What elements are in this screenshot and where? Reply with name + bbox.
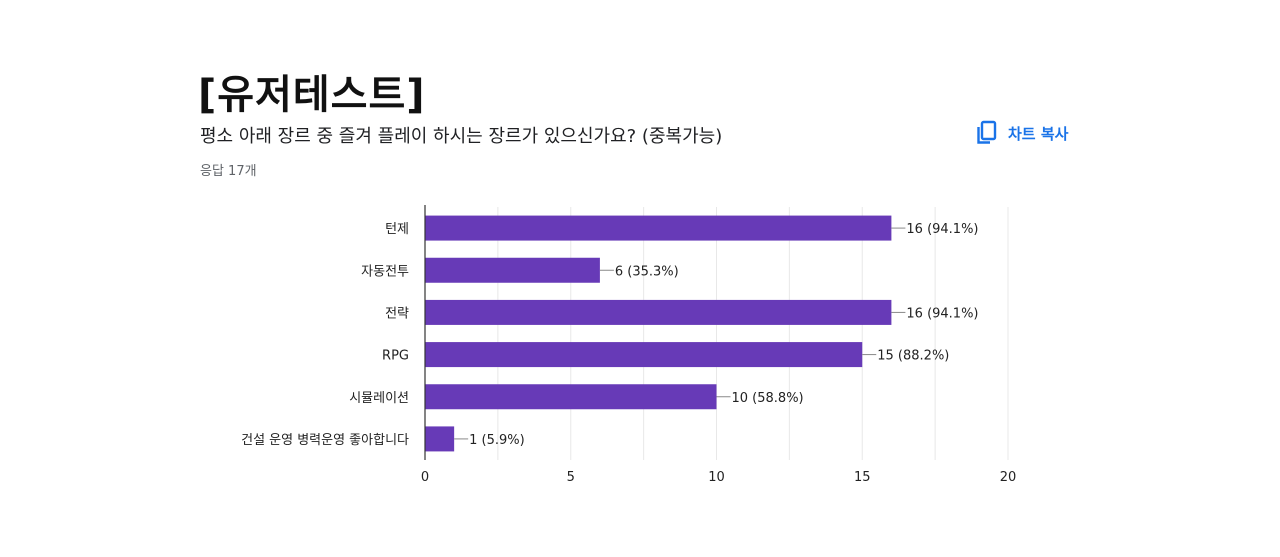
response-count: 응답 17개 [200, 164, 257, 179]
x-tick-label: 20 [1000, 470, 1017, 485]
bars: 16 (94.1%) 6 (35.3%) 16 (94.1%) 15 (88.2%) 1… [425, 215, 979, 452]
category-label: 전략 [385, 306, 409, 321]
copy-chart-label: 차트 복사 [1008, 124, 1069, 143]
category-label: 건설 운영 병력운영 좋아합니다 [241, 433, 409, 448]
x-tick-label: 15 [854, 470, 871, 485]
bar [425, 257, 600, 283]
category-label: RPG [382, 349, 409, 364]
copy-icon [976, 120, 998, 146]
bar-chart-svg: 16 (94.1%) 6 (35.3%) 16 (94.1%) 15 (88.2%) 1… [241, 205, 1016, 485]
bar [425, 299, 892, 325]
category-label: 시뮬레이션 [349, 391, 409, 406]
category-label: 턴제 [385, 222, 409, 237]
question-text: 평소 아래 장르 중 즐겨 플레이 하시는 장르가 있으신가요? (중복가능) [200, 126, 723, 147]
bar [425, 426, 455, 452]
bar-value-label: 1 (5.9%) [469, 433, 525, 448]
bar-value-label: 6 (35.3%) [615, 264, 679, 279]
bar [425, 215, 892, 241]
x-tick-label: 0 [421, 470, 429, 485]
bar-value-label: 16 (94.1%) [906, 306, 978, 321]
x-tick-label: 5 [567, 470, 575, 485]
category-label: 자동전투 [361, 264, 409, 279]
bar-value-label: 15 (88.2%) [877, 349, 949, 364]
copy-chart-button[interactable]: 차트 복사 [970, 118, 1074, 148]
gridlines [424, 207, 1009, 460]
bar [425, 342, 863, 368]
bar-chart: 16 (94.1%) 6 (35.3%) 16 (94.1%) 15 (88.2%) 1… [0, 195, 1280, 495]
bar [425, 384, 717, 410]
bar-value-label: 16 (94.1%) [906, 222, 978, 237]
bar-value-label: 10 (58.8%) [732, 391, 804, 406]
page-title: [유저테스트] [198, 72, 426, 118]
x-tick-label: 10 [708, 470, 725, 485]
